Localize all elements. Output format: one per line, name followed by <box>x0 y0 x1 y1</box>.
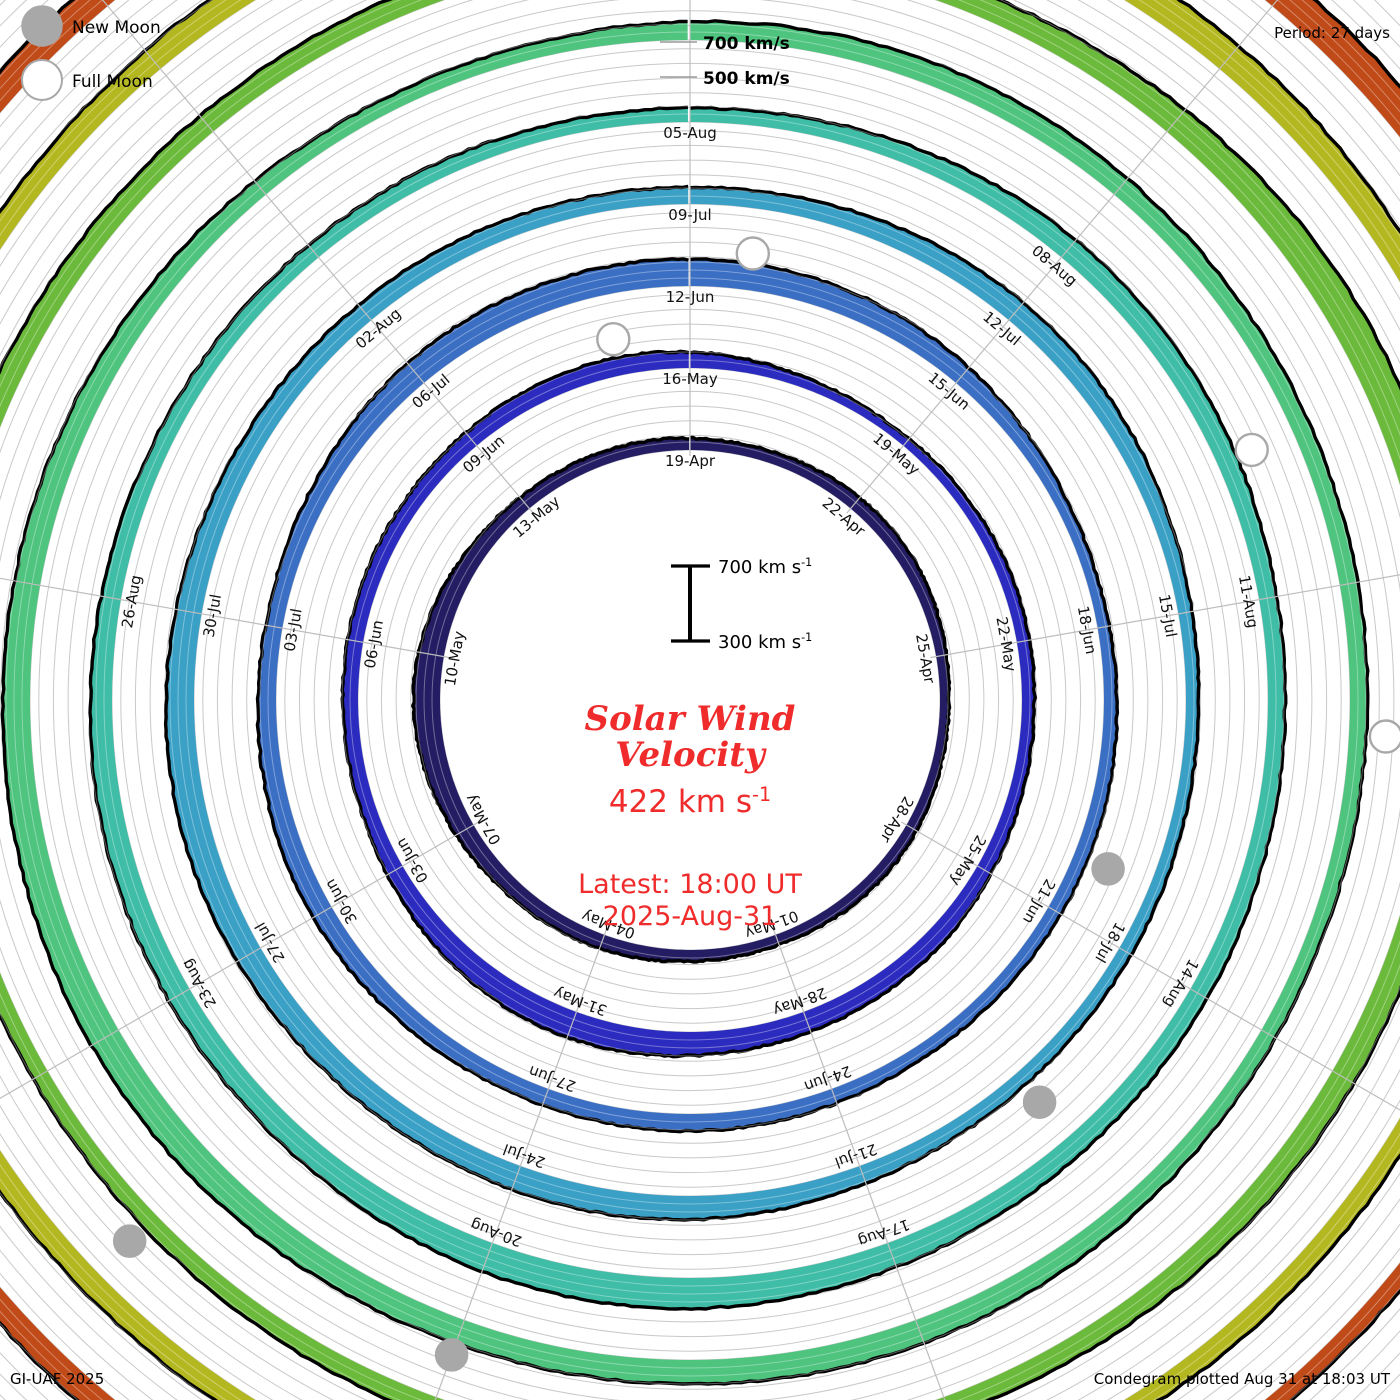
new-moon-marker <box>112 1224 147 1258</box>
new-moon-marker <box>1022 1085 1057 1119</box>
moon-marker-layer <box>112 236 1400 1372</box>
full-moon-marker <box>735 236 770 271</box>
svg-text:16-May: 16-May <box>662 370 718 388</box>
new-moon-marker <box>1091 852 1125 886</box>
svg-text:12-Jun: 12-Jun <box>666 288 715 306</box>
svg-text:09-Jul: 09-Jul <box>668 206 711 224</box>
full-moon-marker <box>1368 719 1400 754</box>
date-label: 12-Jun <box>666 288 715 306</box>
date-label: 19-Apr <box>665 452 716 470</box>
full-moon-marker <box>1234 432 1269 468</box>
date-label: 09-Jul <box>668 206 711 224</box>
svg-text:05-Aug: 05-Aug <box>663 124 716 142</box>
new-moon-marker <box>434 1338 469 1372</box>
date-label: 16-May <box>662 370 718 388</box>
full-moon-marker <box>596 322 631 357</box>
date-label: 05-Aug <box>663 124 716 142</box>
svg-text:19-Apr: 19-Apr <box>665 452 716 470</box>
